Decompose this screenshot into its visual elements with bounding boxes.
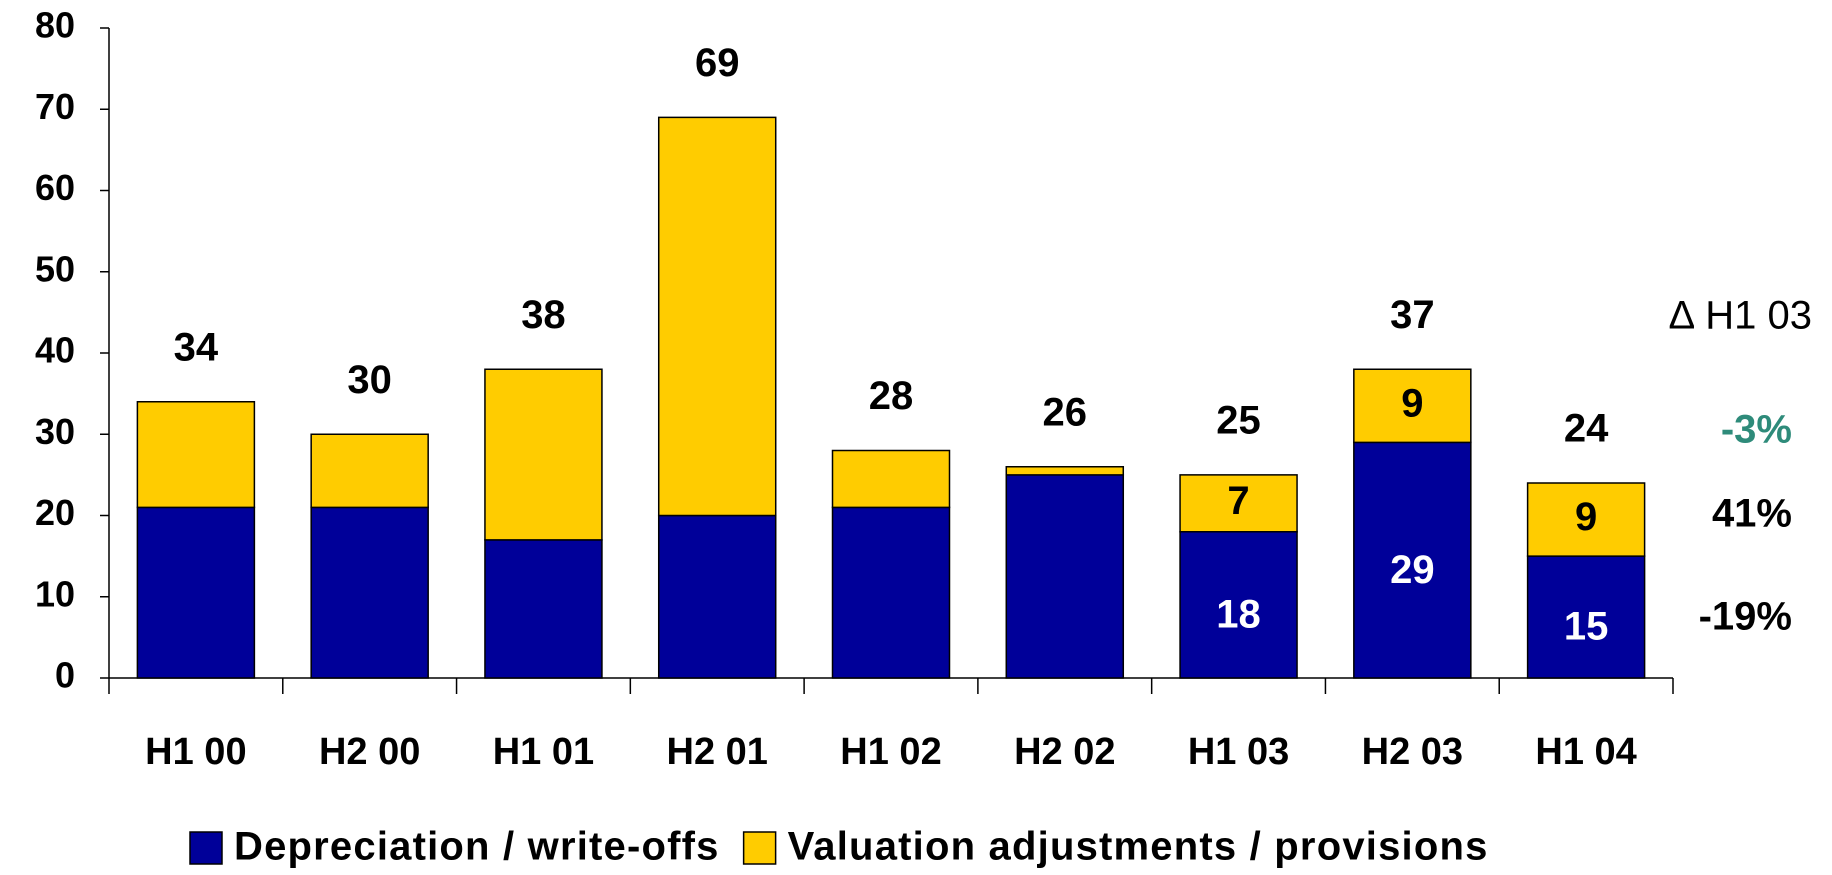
total-label: 34: [174, 325, 219, 369]
y-tick-label: 30: [35, 411, 75, 452]
segment-label: 9: [1575, 495, 1597, 539]
x-tick-label: H1 04: [1535, 731, 1636, 773]
segment-label: 18: [1216, 592, 1261, 636]
bar-segment: [831, 449, 951, 509]
x-tick-label: H1 01: [493, 731, 594, 773]
annotation-value: 41%: [1712, 492, 1792, 536]
y-tick-label: 50: [35, 248, 75, 289]
total-label: 38: [521, 293, 566, 337]
y-tick-label: 0: [55, 655, 75, 696]
x-tick-label: H1 02: [840, 731, 941, 773]
total-label: 26: [1043, 390, 1088, 434]
bar-segment: [484, 368, 603, 541]
bar-segment: [1179, 531, 1298, 679]
y-tick-label: 40: [35, 330, 75, 371]
segment-label: 7: [1227, 479, 1249, 523]
bar-segment: [1005, 466, 1125, 476]
legend-label: Depreciation / write-offs: [234, 825, 720, 869]
bar-segment: [1526, 555, 1646, 679]
bar-segment: [484, 539, 603, 679]
bar-segment: [657, 514, 777, 679]
legend-label: Valuation adjustments / provisions: [788, 825, 1489, 869]
y-tick-label: 80: [35, 5, 75, 46]
total-label: 28: [869, 374, 914, 418]
y-tick-label: 20: [35, 492, 75, 533]
total-label: 37: [1390, 293, 1435, 337]
y-tick-label: 60: [35, 167, 75, 208]
x-tick-label: H1 00: [145, 731, 246, 773]
segment-label: 15: [1564, 605, 1609, 649]
y-tick-label: 10: [35, 573, 75, 614]
legend-swatch: [189, 831, 223, 865]
total-label: 30: [347, 358, 392, 402]
x-tick-label: H2 00: [319, 731, 420, 773]
bar-segment: [136, 401, 256, 509]
bar-segment: [831, 506, 951, 679]
total-label: 69: [695, 41, 740, 85]
total-label: 25: [1216, 398, 1261, 442]
x-tick-label: H2 01: [667, 731, 768, 773]
x-tick-label: H2 03: [1362, 731, 1463, 773]
x-tick-label: H1 03: [1188, 731, 1289, 773]
bar-segment: [1526, 482, 1646, 557]
annotation-value: -19%: [1699, 595, 1792, 639]
legend-swatch: [742, 831, 777, 865]
bar-segment: [1353, 368, 1472, 444]
bar-segment: [657, 116, 777, 517]
bar-segment: [1353, 441, 1472, 679]
bar-segment: [310, 433, 429, 509]
segment-label: 9: [1401, 381, 1423, 425]
segment-label: 29: [1390, 548, 1435, 592]
bar-segment: [1005, 474, 1125, 679]
bar-segment: [310, 506, 429, 679]
y-tick-label: 70: [35, 86, 75, 127]
bar-segment: [1179, 474, 1298, 533]
annotation-value: -3%: [1721, 408, 1792, 452]
annotation-title: ∆ H1 03: [1670, 294, 1812, 338]
x-tick-label: H2 02: [1014, 731, 1115, 773]
bar-segment: [136, 506, 256, 679]
total-label: 24: [1564, 407, 1609, 451]
